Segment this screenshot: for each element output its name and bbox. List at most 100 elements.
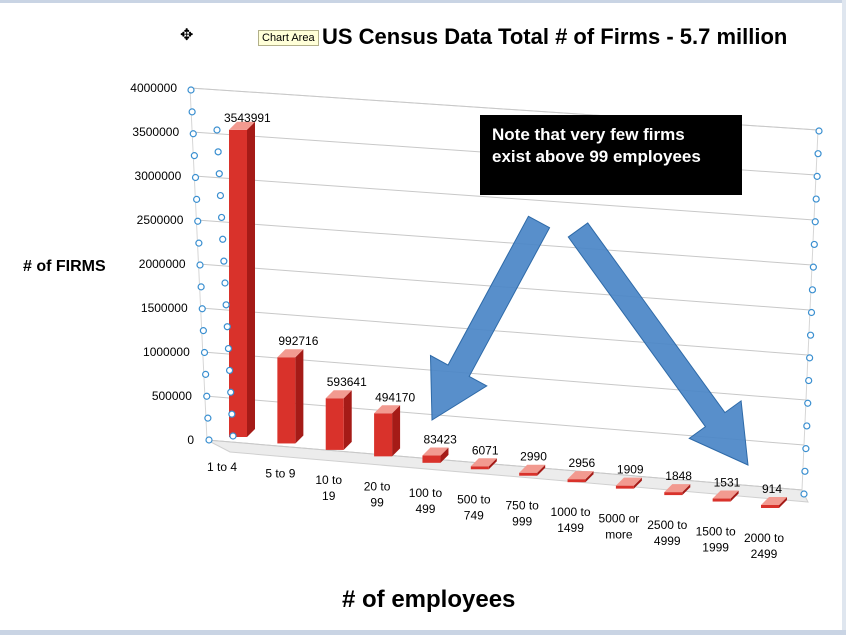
data-label: 3543991 [224, 111, 271, 125]
selection-handle-icon[interactable] [219, 235, 227, 243]
annotation-arrows [404, 207, 774, 484]
bar[interactable] [567, 471, 594, 483]
selection-handle-icon[interactable] [200, 348, 209, 357]
selection-handle-icon[interactable] [216, 191, 225, 200]
y-axis-title[interactable]: # of FIRMS [23, 258, 106, 275]
selection-handle-icon[interactable] [204, 414, 212, 422]
bar[interactable] [519, 464, 546, 476]
selection-handle-icon[interactable] [221, 279, 229, 287]
data-label: 2956 [569, 456, 596, 470]
selection-handle-icon[interactable] [809, 263, 817, 271]
selection-handle-icon[interactable] [189, 130, 197, 138]
selection-handle-icon[interactable] [800, 490, 808, 498]
selection-handle-icon[interactable] [187, 86, 195, 94]
bar-top [615, 477, 642, 486]
selection-handle-icon[interactable] [808, 286, 817, 294]
selection-handle-icon[interactable] [193, 195, 201, 203]
selection-handle-icon[interactable] [205, 436, 213, 444]
selection-handle-icon[interactable] [215, 170, 223, 178]
bar-side [440, 447, 449, 463]
bar-side [730, 490, 739, 502]
selection-handle-icon[interactable] [198, 305, 206, 313]
selection-handle-icon[interactable] [197, 283, 205, 291]
selection-handle-icon[interactable] [195, 239, 203, 247]
bar[interactable] [470, 458, 497, 470]
x-tick-label: 1000 to 1499 [551, 505, 591, 535]
bar[interactable] [615, 477, 642, 489]
bar-top [277, 349, 304, 358]
selection-handle-icon[interactable] [806, 331, 815, 339]
selection-handle-icon[interactable] [225, 366, 234, 375]
data-label: 6071 [472, 443, 499, 457]
bar-side [585, 471, 594, 483]
bar-side [343, 390, 352, 450]
selection-handle-icon[interactable] [190, 152, 198, 160]
bar-front [712, 498, 731, 502]
selection-handle-icon[interactable] [805, 376, 813, 385]
selection-handle-icon[interactable] [811, 218, 819, 226]
x-tick-label: 5 to 9 [265, 466, 295, 480]
selection-handle-icon[interactable] [214, 148, 222, 156]
selection-handle-icon[interactable] [803, 422, 811, 430]
selection-handle-icon[interactable] [191, 173, 200, 182]
data-label: 992716 [278, 334, 318, 348]
data-label: 593641 [327, 375, 367, 389]
bar-front [519, 472, 538, 476]
selection-handle-icon[interactable] [202, 370, 210, 378]
selection-handle-icon[interactable] [194, 217, 202, 225]
bar-front [277, 357, 296, 444]
bar-side [682, 484, 691, 496]
selection-handle-icon[interactable] [802, 445, 810, 453]
selection-handle-icon[interactable] [227, 388, 235, 396]
bar-top [422, 447, 449, 456]
selection-handle-icon[interactable] [228, 410, 236, 418]
bar[interactable] [277, 349, 304, 444]
y-tick-label: 2000000 [139, 257, 186, 271]
selection-handle-icon[interactable] [229, 432, 237, 440]
data-label: 83423 [423, 433, 457, 447]
bar-front [374, 413, 393, 457]
y-tick-label: 1500000 [141, 301, 188, 315]
x-axis-title[interactable]: # of employees [342, 586, 516, 613]
bar[interactable] [664, 484, 691, 496]
selection-handle-icon[interactable] [222, 301, 230, 309]
bar[interactable] [325, 390, 352, 450]
selection-handle-icon[interactable] [812, 195, 820, 203]
selection-handle-icon[interactable] [223, 323, 231, 331]
selection-handle-icon[interactable] [217, 213, 226, 222]
selection-handle-icon[interactable] [224, 344, 233, 353]
selection-handle-icon[interactable] [815, 127, 823, 135]
move-cursor-icon: ✥ [180, 27, 194, 44]
selection-handle-icon[interactable] [806, 354, 814, 362]
selection-handle-icon[interactable] [814, 150, 822, 158]
selection-handle-icon[interactable] [807, 308, 816, 317]
bar-top [712, 490, 739, 499]
bar[interactable] [229, 121, 255, 438]
bar[interactable] [712, 490, 739, 502]
selection-handle-icon[interactable] [804, 399, 812, 407]
chart-title[interactable]: US Census Data Total # of Firms - 5.7 mi… [322, 24, 788, 49]
bar[interactable] [422, 447, 449, 463]
selection-handle-icon[interactable] [813, 172, 821, 180]
arrow-icon[interactable] [404, 207, 567, 435]
selection-handle-icon[interactable] [203, 392, 211, 400]
x-tick-label: 1500 to 1999 [696, 525, 736, 555]
selection-handle-icon[interactable] [220, 257, 228, 265]
selection-handle-icon[interactable] [199, 327, 207, 335]
selection-handle-icon[interactable] [810, 240, 818, 249]
selection-handle-icon[interactable] [196, 261, 204, 269]
selection-handle-icon[interactable] [188, 108, 196, 116]
selection-handle-icon[interactable] [801, 467, 809, 475]
bar[interactable] [374, 405, 401, 457]
annotation-textbox[interactable]: Note that very few firms exist above 99 … [480, 115, 742, 195]
selection-handle-icon[interactable] [213, 126, 221, 134]
chart-bars [229, 121, 787, 508]
arrow-icon[interactable] [552, 211, 774, 484]
bar-front [229, 129, 247, 437]
x-tick-label: 2000 to 2499 [744, 531, 784, 561]
y-tick-label: 500000 [152, 389, 192, 403]
bar[interactable] [761, 497, 787, 508]
data-label: 914 [762, 482, 782, 496]
